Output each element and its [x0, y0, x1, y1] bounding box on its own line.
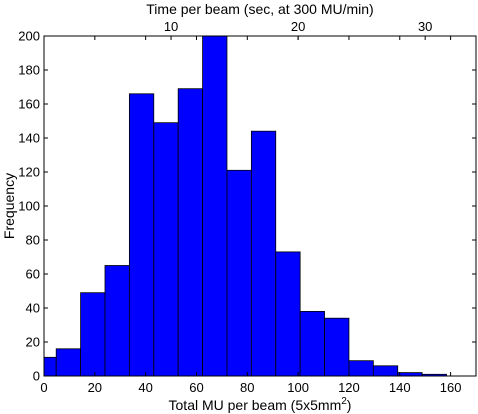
x-tick-label: 60 [189, 380, 203, 395]
histogram-bar [202, 36, 228, 376]
histogram-bar [104, 265, 130, 376]
top-tick-label: 30 [418, 19, 432, 34]
histogram-bar [397, 372, 423, 376]
x-axis-label: Total MU per beam (5x5mm2) [169, 396, 352, 413]
histogram-bar [299, 310, 325, 376]
x-tick-label: 100 [287, 380, 309, 395]
x-tick-label: 140 [389, 380, 411, 395]
histogram-bar [153, 122, 179, 376]
y-tick-label: 180 [18, 63, 40, 78]
x-tick-label: 0 [40, 380, 47, 395]
x-axis-label-suffix: ) [347, 397, 352, 413]
y-tick-label: 80 [26, 233, 40, 248]
histogram-bar [177, 88, 203, 376]
x-axis-label-main: Total MU per beam (5x5mm [169, 397, 342, 413]
histogram-bar [348, 360, 374, 376]
histogram-bar [372, 365, 399, 376]
y-tick-label: 40 [26, 301, 40, 316]
y-tick-label: 0 [33, 369, 40, 384]
y-tick-label: 200 [18, 29, 40, 44]
histogram-bar [44, 356, 57, 376]
y-tick-label: 120 [18, 165, 40, 180]
histogram-bar [324, 317, 350, 376]
histogram-bar [226, 169, 252, 376]
x-tick-label: 20 [88, 380, 102, 395]
histogram-bar [55, 348, 81, 376]
histogram-bar [275, 251, 301, 376]
y-tick-label: 60 [26, 267, 40, 282]
y-tick-label: 160 [18, 97, 40, 112]
x-tick-label: 120 [338, 380, 360, 395]
y-axis-label: Frequency [1, 173, 17, 239]
histogram-bar [250, 130, 277, 376]
x-axis-label-superscript: 2 [341, 396, 347, 407]
ticks-group: 0 20 40 60 80 100 120 140 160 0 20 40 60 80 100 120 140 1… [18, 19, 476, 395]
y-tick-label: 100 [18, 199, 40, 214]
bars-group [44, 36, 447, 376]
histogram-bar [128, 93, 155, 376]
y-tick-label: 20 [26, 335, 40, 350]
top-axis-label: Time per beam (sec, at 300 MU/min) [146, 1, 373, 17]
y-tick-label: 140 [18, 131, 40, 146]
histogram-bar [80, 292, 106, 376]
x-tick-label: 160 [440, 380, 462, 395]
top-tick-label: 10 [164, 19, 178, 34]
x-tick-label: 80 [240, 380, 254, 395]
x-tick-label: 40 [138, 380, 152, 395]
top-tick-label: 20 [291, 19, 305, 34]
